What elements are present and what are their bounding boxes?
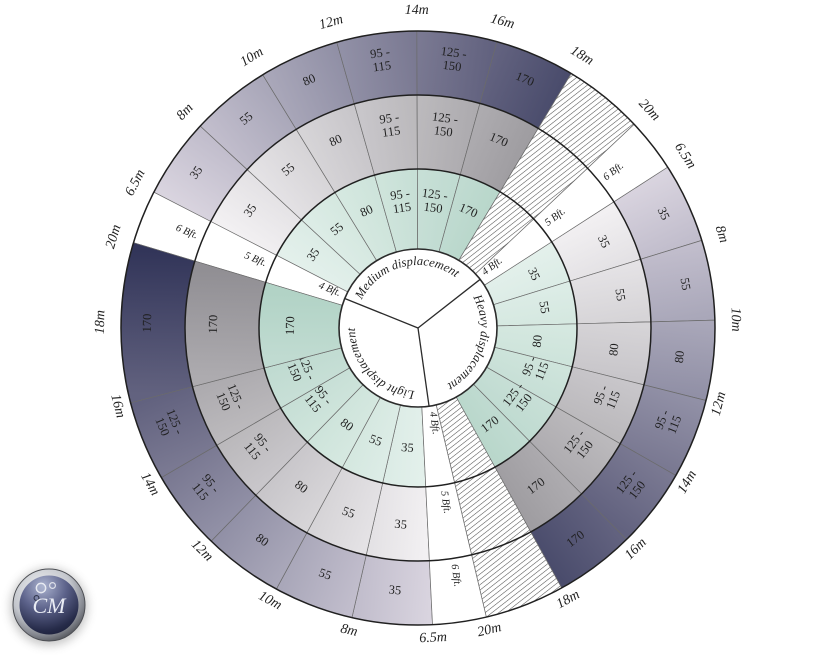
svg-text:170: 170	[140, 313, 154, 332]
svg-text:10m: 10m	[728, 307, 744, 332]
svg-text:80: 80	[530, 334, 545, 348]
svg-text:18m: 18m	[93, 310, 108, 334]
svg-text:170: 170	[283, 316, 297, 335]
svg-text:95 -115: 95 -115	[389, 186, 412, 216]
svg-text:6.5m: 6.5m	[419, 630, 447, 646]
svg-text:80: 80	[606, 343, 621, 357]
svg-text:14m: 14m	[405, 3, 429, 18]
svg-text:CM: CM	[33, 593, 68, 618]
svg-text:80: 80	[672, 350, 687, 364]
svg-text:35: 35	[388, 582, 402, 597]
svg-text:170: 170	[206, 315, 220, 334]
svg-text:55: 55	[677, 277, 693, 292]
svg-text:55: 55	[536, 300, 552, 315]
svg-text:55: 55	[612, 287, 628, 302]
svg-text:95 -115: 95 -115	[369, 45, 392, 75]
svg-text:95 -115: 95 -115	[379, 110, 402, 140]
svg-text:35: 35	[401, 440, 415, 455]
svg-text:35: 35	[394, 517, 408, 532]
